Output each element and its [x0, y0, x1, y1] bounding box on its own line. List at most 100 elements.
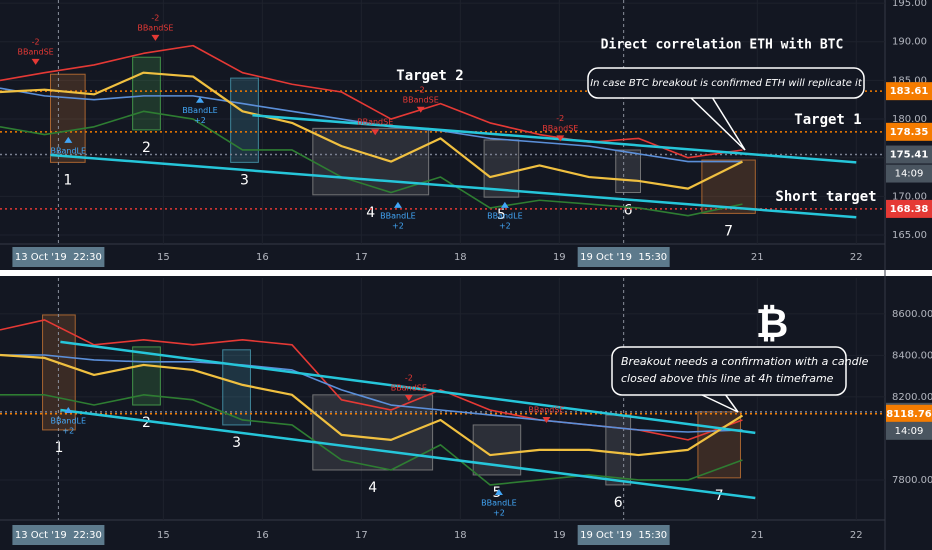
box-label: 3: [232, 435, 241, 451]
signal-arrow: [31, 58, 40, 65]
signal-size: +2: [62, 427, 74, 436]
callout: [587, 67, 865, 99]
price-label: 175.41: [890, 150, 929, 161]
trendline: [60, 340, 756, 435]
box: [605, 414, 632, 486]
x-tick-label: 21: [751, 530, 764, 541]
y-tick-label: 195.00: [892, 0, 927, 9]
box-label: 7: [715, 488, 724, 504]
signal-size: -2: [556, 114, 564, 123]
signal-label: BBandLE: [380, 211, 416, 220]
annotation: Target 2: [396, 68, 463, 84]
signal-size: +2: [392, 221, 404, 230]
signal-arrow: [416, 106, 425, 113]
signal-label: BBandSE: [18, 47, 54, 56]
series-line: [0, 353, 744, 457]
callout-text: closed above this line at 4h timeframe: [621, 372, 834, 385]
x-tick-label: 22: [850, 252, 863, 263]
x-tick-label: 17: [355, 530, 368, 541]
series-line: [0, 110, 743, 217]
price-label-bg: [886, 199, 932, 218]
box-label: 2: [142, 415, 151, 431]
crosshair-label: 13 Oct '19 22:30: [15, 252, 102, 263]
countdown: 14:09: [895, 169, 924, 180]
x-tick-label: 16: [256, 252, 269, 263]
signal-arrow: [371, 129, 380, 136]
signal-arrow: [556, 135, 565, 142]
crosshair-label: 19 Oct '19 15:30: [580, 252, 667, 263]
price-label: 178.35: [890, 127, 929, 138]
y-tick-label: 8600.00: [892, 309, 932, 320]
price-label-bg: [886, 145, 932, 164]
countdown-bg: [886, 164, 932, 183]
countdown-bg: [886, 421, 932, 440]
box-label: 1: [63, 172, 72, 188]
signal-label: BBandLE: [51, 146, 87, 155]
x-tick-label: 19: [553, 252, 566, 263]
signal-label: BBandSE: [137, 23, 173, 32]
signal-label: BBandSE: [528, 405, 564, 414]
trendline: [50, 153, 857, 219]
price-label-bg: [886, 122, 932, 141]
box: [312, 127, 430, 196]
signal-arrow: [64, 136, 73, 143]
signal-arrow: [404, 394, 413, 401]
callout-text: In case BTC breakout is confirmed ETH wi…: [590, 78, 863, 89]
box-label: 4: [366, 205, 375, 221]
signal-size: -2: [405, 373, 413, 382]
signal-label: BBandSE: [357, 118, 393, 127]
signal-label: BBandLE: [51, 417, 87, 426]
price-label: 8118.76: [886, 409, 932, 420]
box-label: 7: [724, 223, 733, 239]
panel-divider: [0, 270, 932, 276]
box: [230, 77, 259, 163]
box-label: 3: [240, 172, 249, 188]
annotation: Short target: [775, 189, 876, 205]
box: [701, 159, 756, 214]
signal-size: -2: [151, 13, 159, 22]
signal-arrow: [500, 201, 509, 208]
crosshair-label-bg: [12, 247, 105, 267]
crosshair-label-bg: [577, 525, 670, 545]
x-tick-label: 18: [454, 252, 467, 263]
signal-arrow: [195, 96, 204, 103]
signal-size: -2: [417, 85, 425, 94]
y-tick-label: 7800.00: [892, 475, 932, 486]
signal-size: +2: [499, 221, 511, 230]
signal-arrow: [64, 407, 73, 413]
price-label: 168.38: [890, 204, 929, 215]
x-tick-label: 22: [850, 530, 863, 541]
series-line: [0, 394, 743, 486]
signal-size: -2: [32, 37, 40, 46]
box: [132, 56, 161, 131]
signal-label: BBandSE: [403, 95, 439, 104]
box-label: 6: [624, 203, 633, 219]
x-tick-label: 16: [256, 530, 269, 541]
y-tick-label: 185.00: [892, 75, 927, 86]
x-tick-label: 17: [355, 252, 368, 263]
callout-text: Breakout needs a confirmation with a can…: [621, 355, 869, 368]
box-label: 5: [497, 207, 506, 223]
price-label: 183.61: [890, 86, 929, 97]
series-line: [0, 354, 743, 433]
signal-label: BBandSE: [391, 383, 427, 392]
signal-size: +2: [194, 116, 206, 125]
x-tick-label: 18: [454, 530, 467, 541]
x-tick-label: 21: [751, 252, 764, 263]
y-tick-label: 170.00: [892, 191, 927, 202]
annotation: Target 1: [794, 112, 861, 128]
crosshair-label-bg: [12, 525, 105, 545]
y-tick-label: 190.00: [892, 37, 927, 48]
trendline: [252, 113, 857, 164]
series-line: [0, 44, 743, 159]
box-label: 4: [368, 480, 377, 496]
box-label: 2: [142, 140, 151, 156]
y-tick-label: 165.00: [892, 230, 927, 241]
chart-title: Direct correlation ETH with BTC: [601, 38, 844, 53]
countdown: 14:09: [895, 426, 924, 437]
signal-arrow: [151, 34, 160, 41]
y-tick-label: 8400.00: [892, 350, 932, 361]
box: [483, 139, 520, 198]
price-label-bg: [886, 404, 932, 423]
